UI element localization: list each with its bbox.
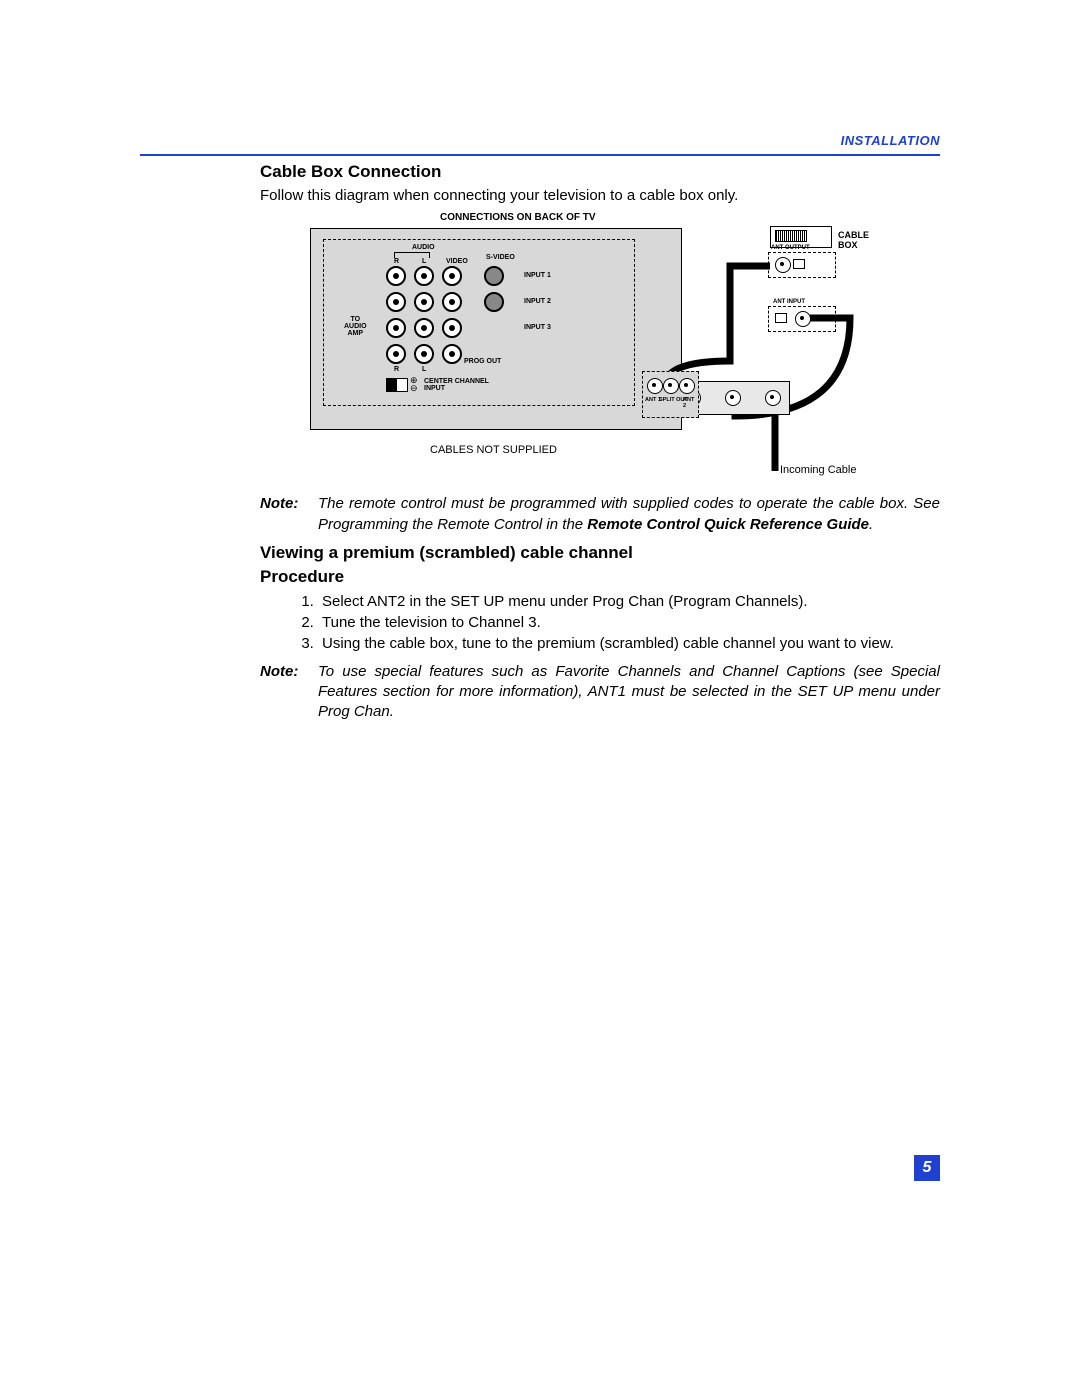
note-2-text: To use special features such as Favorite…: [318, 662, 940, 723]
header-rule: [140, 154, 940, 156]
label-r: R: [394, 258, 399, 265]
rca-jack: [442, 344, 462, 364]
rca-jack: [386, 318, 406, 338]
label-ant-output: ANT OUTPUT: [771, 245, 810, 251]
diagram-title: CONNECTIONS ON BACK OF TV: [440, 212, 596, 223]
svideo-jack: [484, 266, 504, 286]
label-input1: INPUT 1: [524, 272, 551, 279]
label-audio: AUDIO: [412, 244, 435, 251]
cablebox-output-group: ANT OUTPUT: [768, 252, 836, 278]
label-ant2: ANT 2: [683, 398, 698, 409]
heading-procedure: Procedure: [260, 567, 940, 587]
note-1-text: The remote control must be programmed wi…: [318, 494, 940, 535]
label-input2: INPUT 2: [524, 298, 551, 305]
splitter-port: [725, 390, 741, 406]
rca-jack: [414, 266, 434, 286]
label-r2: R: [394, 366, 399, 373]
rca-jack: [414, 318, 434, 338]
procedure-step: Tune the television to Channel 3.: [318, 612, 940, 633]
page-number: 5: [914, 1155, 940, 1181]
label-video: VIDEO: [446, 258, 468, 265]
note-label: Note:: [260, 494, 318, 535]
coax-splitout: [663, 378, 679, 394]
label-l2: L: [422, 366, 426, 373]
intro-text: Follow this diagram when connecting your…: [260, 186, 940, 206]
label-l: L: [422, 258, 426, 265]
antenna-group: ANT 1 SPLIT OUT ANT 2: [642, 371, 699, 418]
procedure-step: Using the cable box, tune to the premium…: [318, 633, 940, 654]
cablebox-ant-output: [775, 257, 791, 273]
label-input3: INPUT 3: [524, 324, 551, 331]
procedure-step: Select ANT2 in the SET UP menu under Pro…: [318, 591, 940, 612]
note-2: Note: To use special features such as Fa…: [260, 662, 940, 723]
av-inputs-group: AUDIO R L VIDEO S-VIDEO INPUT 1 INPUT 2: [323, 239, 635, 406]
label-svideo: S-VIDEO: [486, 254, 515, 261]
incoming-cable-label: Incoming Cable: [780, 464, 856, 476]
note-1: Note: The remote control must be program…: [260, 494, 940, 535]
label-progout: PROG OUT: [464, 358, 501, 365]
cables-not-supplied-note: CABLES NOT SUPPLIED: [430, 444, 557, 456]
rca-jack: [442, 266, 462, 286]
label-cable-box: CABLE BOX: [838, 230, 870, 250]
rca-jack: [414, 344, 434, 364]
tv-back-panel: AUDIO R L VIDEO S-VIDEO INPUT 1 INPUT 2: [310, 228, 682, 430]
page-content: INSTALLATION Cable Box Connection Follow…: [140, 155, 940, 731]
splitter-port: [765, 390, 781, 406]
connection-diagram: CONNECTIONS ON BACK OF TV AUDIO R L VIDE…: [310, 216, 870, 486]
header-section-label: INSTALLATION: [140, 133, 940, 148]
svideo-jack: [484, 292, 504, 312]
coax-ant2: [679, 378, 695, 394]
cablebox-ant-input: [795, 311, 811, 327]
label-center-channel: CENTER CHANNEL INPUT: [424, 378, 489, 392]
rca-jack: [414, 292, 434, 312]
label-ant-input: ANT INPUT: [773, 299, 805, 305]
coax-ant1: [647, 378, 663, 394]
heading-viewing-premium: Viewing a premium (scrambled) cable chan…: [260, 543, 940, 563]
rca-jack: [386, 344, 406, 364]
heading-cable-box-connection: Cable Box Connection: [260, 162, 940, 182]
rca-jack: [386, 266, 406, 286]
note-label: Note:: [260, 662, 318, 723]
rca-jack: [386, 292, 406, 312]
center-channel-switch: [386, 378, 408, 392]
rca-jack: [442, 318, 462, 338]
label-to-audio-amp: TO AUDIO AMP: [344, 316, 367, 337]
rca-jack: [442, 292, 462, 312]
cablebox-input-group: ANT INPUT: [768, 306, 836, 332]
procedure-list: Select ANT2 in the SET UP menu under Pro…: [290, 591, 940, 654]
